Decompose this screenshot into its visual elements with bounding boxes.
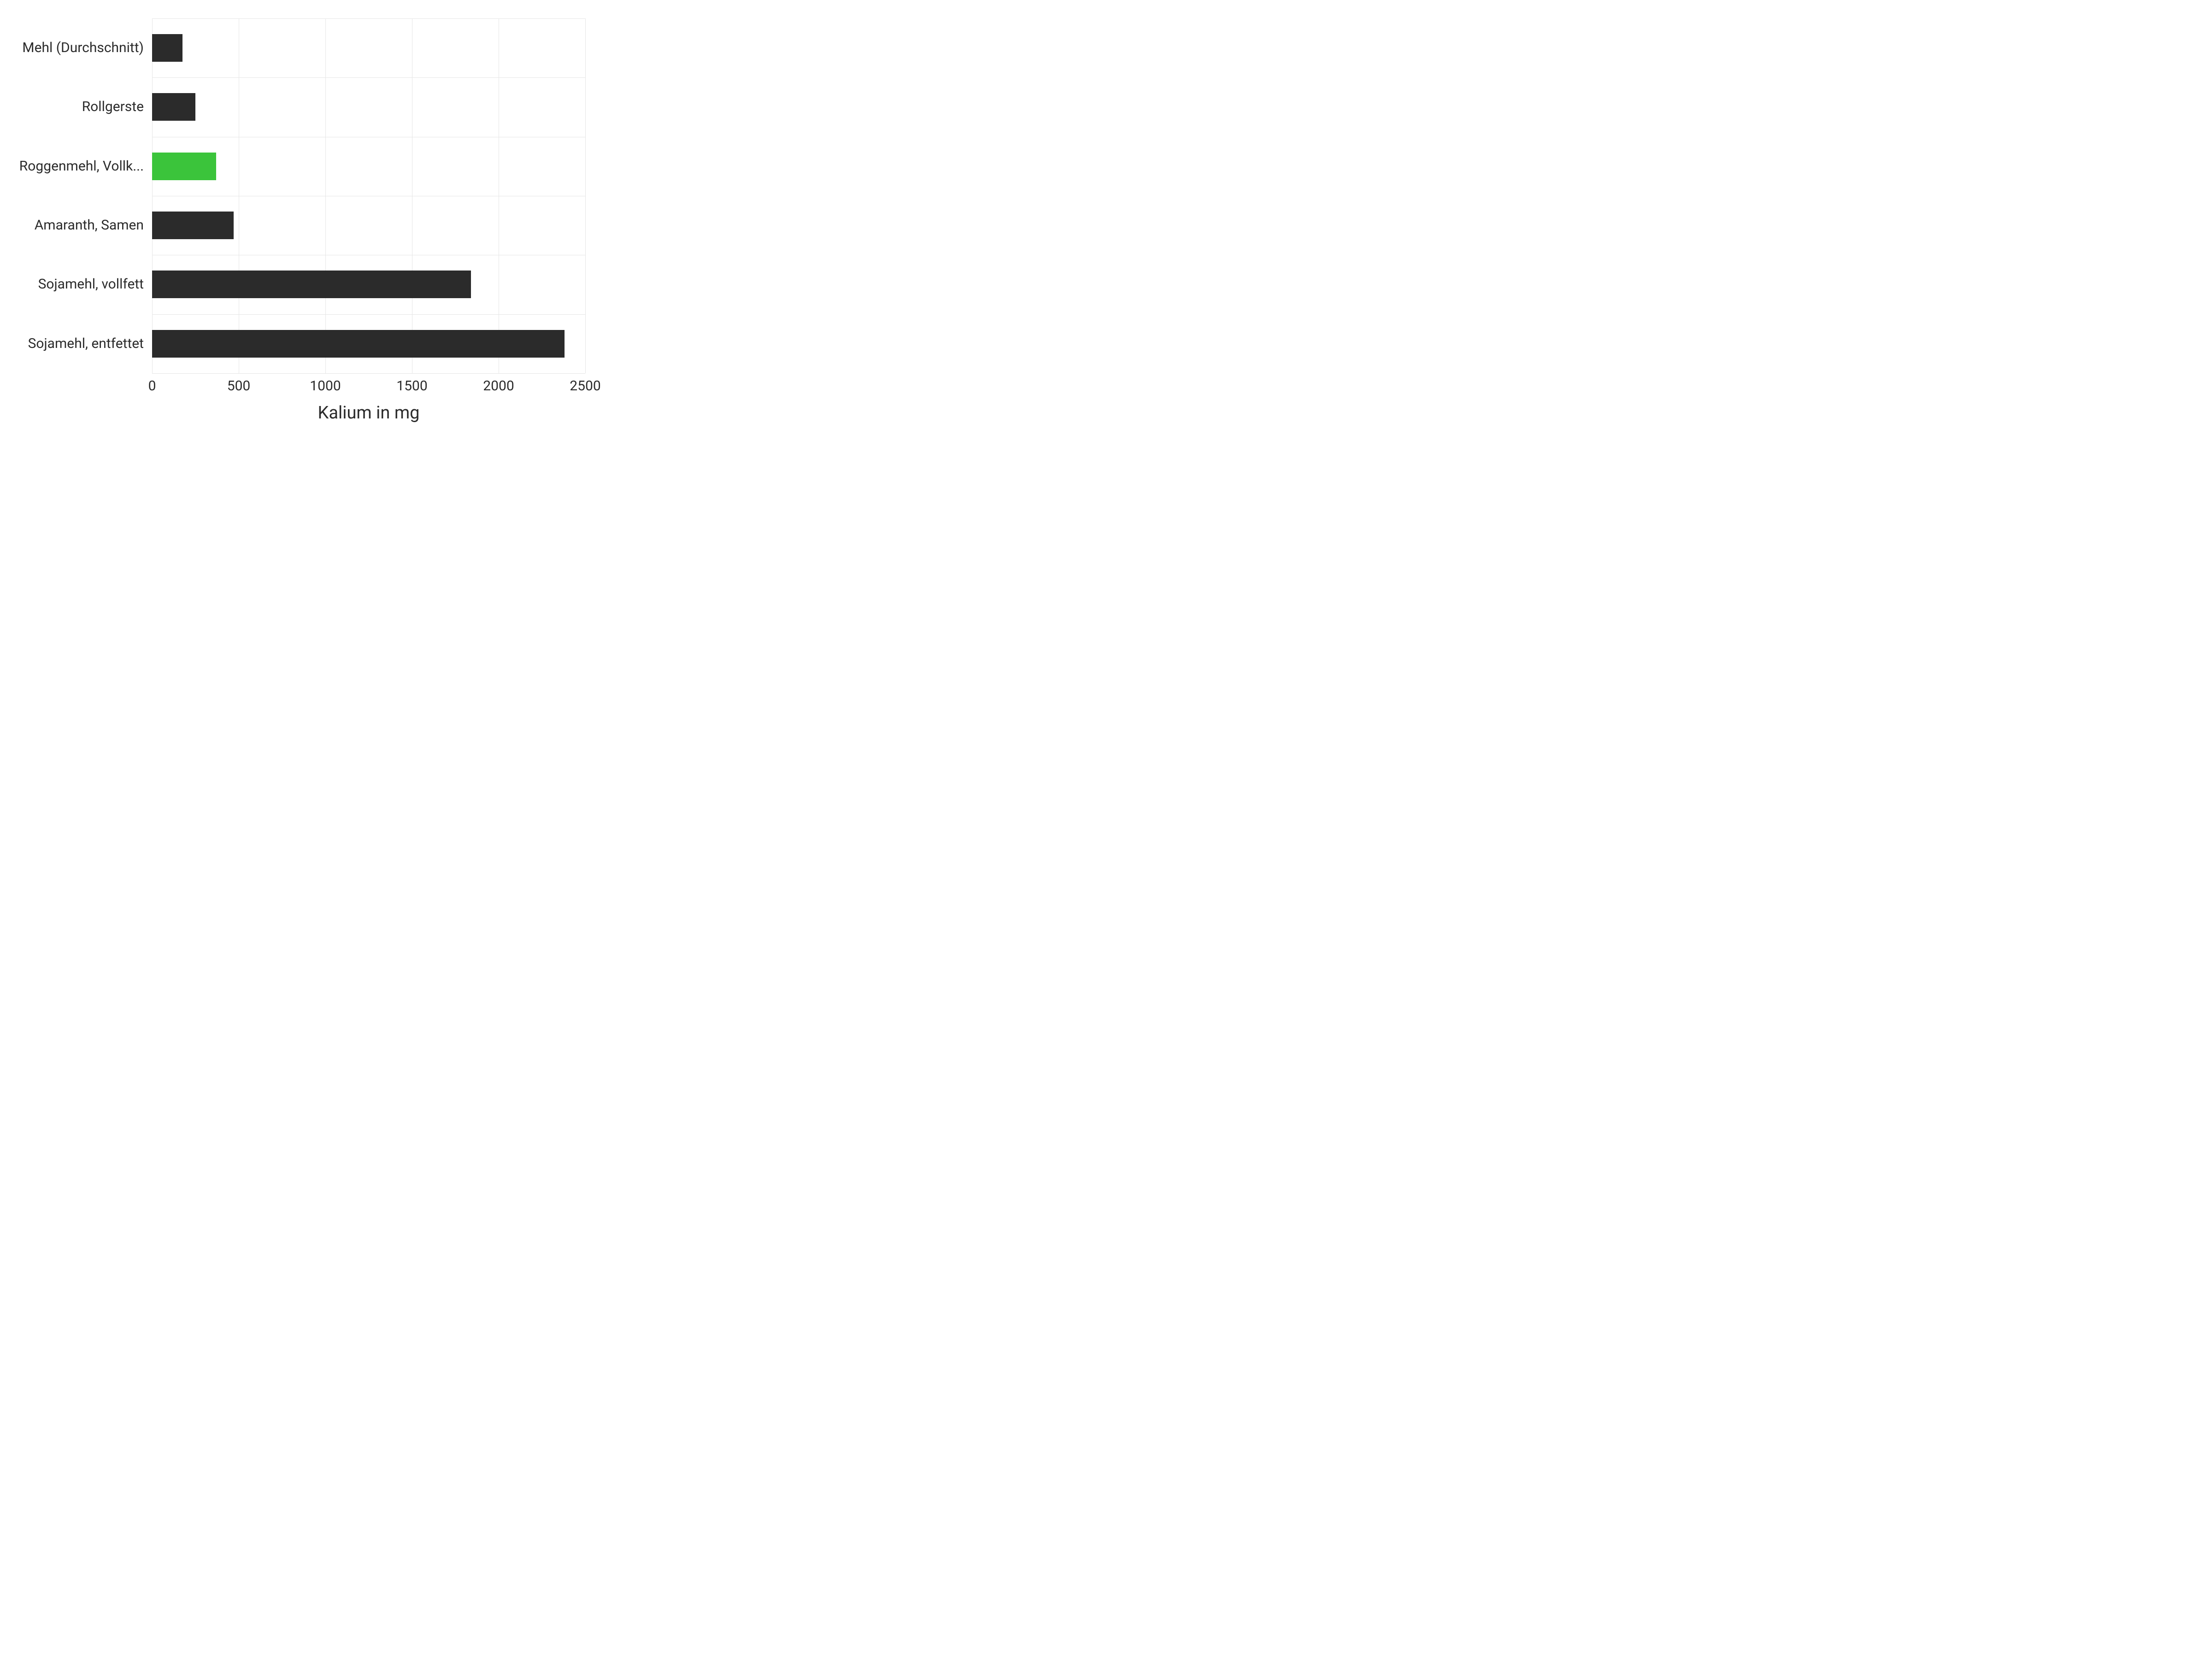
- y-axis-labels: Mehl (Durchschnitt) Rollgerste Roggenmeh…: [5, 18, 152, 373]
- potassium-bar-chart: Mehl (Durchschnitt) Rollgerste Roggenmeh…: [0, 0, 590, 442]
- x-tick-label: 1000: [310, 378, 341, 394]
- bar: [152, 212, 234, 239]
- x-tick-label: 2000: [483, 378, 514, 394]
- bar-row: [152, 212, 585, 239]
- y-label: Amaranth, Samen: [5, 217, 152, 234]
- chart-area: Mehl (Durchschnitt) Rollgerste Roggenmeh…: [5, 18, 585, 424]
- bar: [152, 93, 195, 121]
- bar-row: [152, 271, 585, 298]
- y-label: Sojamehl, vollfett: [5, 276, 152, 293]
- bar: [152, 34, 182, 62]
- gridline-vertical: [585, 18, 586, 373]
- x-tick-label: 500: [227, 378, 251, 394]
- bar-row: [152, 153, 585, 180]
- bar-row: [152, 34, 585, 62]
- y-label: Mehl (Durchschnitt): [5, 40, 152, 56]
- bar: [152, 153, 216, 180]
- x-tick-label: 0: [148, 378, 156, 394]
- bar: [152, 330, 565, 358]
- gridline-horizontal: [152, 373, 585, 374]
- plot-area: [152, 18, 585, 373]
- y-label: Sojamehl, entfettet: [5, 335, 152, 352]
- bar: [152, 271, 471, 298]
- x-axis-ticks: 05001000150020002500: [152, 378, 585, 396]
- x-axis-title: Kalium in mg: [152, 403, 585, 423]
- x-tick-label: 2500: [570, 378, 600, 394]
- y-label: Rollgerste: [5, 99, 152, 115]
- y-label: Roggenmehl, Vollk...: [5, 158, 152, 175]
- bar-row: [152, 93, 585, 121]
- bars-container: [152, 18, 585, 373]
- bar-row: [152, 330, 585, 358]
- x-tick-label: 1500: [396, 378, 427, 394]
